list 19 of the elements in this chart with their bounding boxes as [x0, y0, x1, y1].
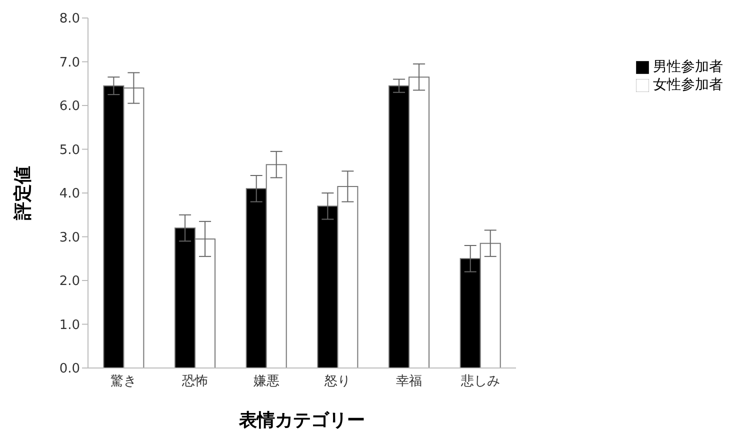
x-tick-label: 驚き — [110, 374, 137, 390]
x-tick-label: 恐怖 — [181, 374, 208, 390]
legend-label: 女性参加者 — [653, 77, 723, 93]
y-tick-label: 6.0 — [59, 99, 80, 114]
y-axis-title: 評定値 — [12, 166, 34, 221]
x-tick-label: 悲しみ — [460, 374, 500, 390]
y-tick-label: 0.0 — [59, 362, 80, 377]
y-tick-label: 8.0 — [59, 12, 80, 27]
y-tick-label: 7.0 — [59, 55, 80, 70]
x-axis-title: 表情カテゴリー — [238, 410, 365, 431]
x-tick-label: 幸福 — [396, 374, 422, 390]
y-tick-label: 3.0 — [59, 230, 80, 246]
y-tick-label: 5.0 — [59, 142, 80, 158]
y-tick-label: 1.0 — [59, 318, 80, 333]
x-tick-label: 嫌悪 — [253, 374, 280, 390]
x-tick-label: 怒り — [324, 374, 351, 390]
y-tick-label: 4.0 — [59, 186, 80, 202]
y-tick-label: 2.0 — [59, 274, 80, 290]
legend-label: 男性参加者 — [653, 59, 723, 75]
